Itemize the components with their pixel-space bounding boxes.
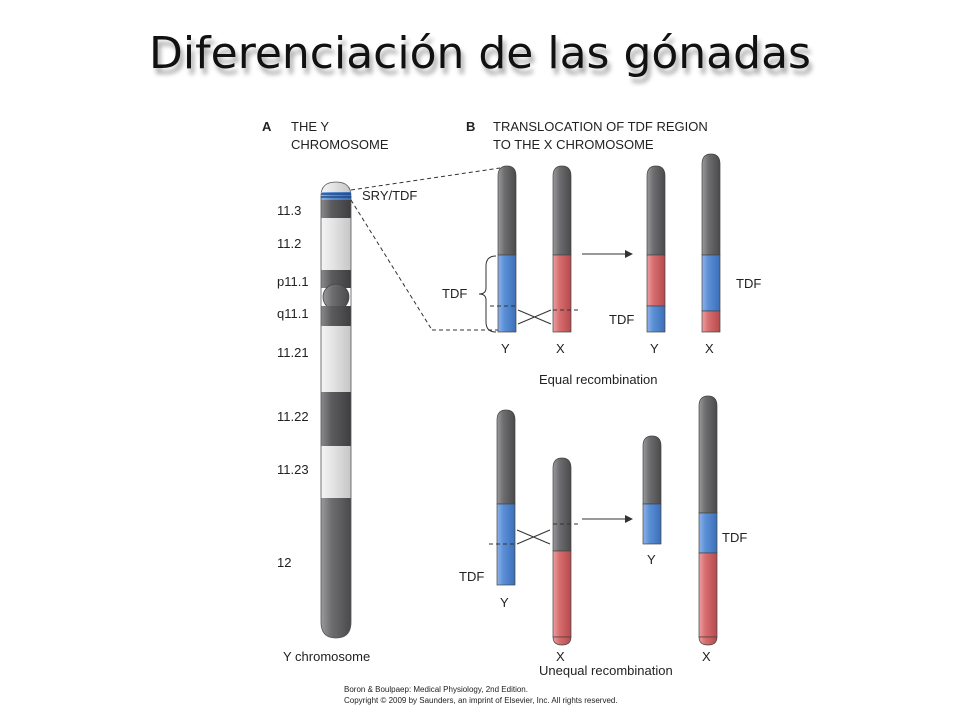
panel-b-title-line1: TRANSLOCATION OF TDF REGION [493,119,708,134]
x-chromosome-before-unequal [552,457,572,646]
tdf-label-equal-mid: TDF [609,312,634,327]
band-label-12: 12 [277,555,291,570]
zoom-line-top [350,167,501,191]
band-label-11-3: 11.3 [277,203,301,218]
panel-a: A THE Y CHROMOSOME SRY/TDF 11.3 11.2 p11.1… [262,119,501,664]
tdf-label-unequal-right: TDF [722,530,747,545]
equal-recombination: TDF TDF TDF Y X Y X Equal recombination [442,153,761,387]
unequal-recombination-caption: Unequal recombination [539,663,673,678]
tdf-label-unequal-left: TDF [459,569,484,584]
label-x-after-unequal: X [702,649,711,664]
y-chromosome-after-unequal [642,435,662,545]
band-label-p11-1: p11.1 [277,274,309,289]
band-label-11-21: 11.21 [277,345,309,360]
panel-b-title-line2: TO THE X CHROMOSOME [493,137,654,152]
label-x-before-unequal: X [556,649,565,664]
band-label-11-22: 11.22 [277,409,309,424]
equal-recombination-caption: Equal recombination [539,372,658,387]
tdf-label-equal-left: TDF [442,286,467,301]
band-labels: 11.3 11.2 p11.1 q11.1 11.21 11.22 11.23 12 [277,203,309,570]
label-y-after-equal: Y [650,341,659,356]
credit-line1: Boron & Boulpaep: Medical Physiology, 2n… [344,685,528,694]
unequal-recombination: TDF TDF Y [459,395,747,678]
zoom-line-bottom [350,199,433,331]
band-label-q11-1: q11.1 [277,306,309,321]
label-y-before-equal: Y [501,341,510,356]
label-x-before-equal: X [556,341,565,356]
crossover-mark-unequal [516,529,551,545]
credit-line2: Copyright © 2009 by Saunders, an imprint… [344,696,618,705]
band-label-11-23: 11.23 [277,462,309,477]
label-x-after-equal: X [705,341,714,356]
x-chromosome-before-equal [552,165,572,333]
y-chromosome-before-unequal [496,409,516,586]
label-y-before-unequal: Y [500,595,509,610]
crossover-mark-equal [517,309,552,325]
panel-a-title-line2: CHROMOSOME [291,137,389,152]
label-y-after-unequal: Y [647,552,656,567]
panel-a-letter: A [262,119,272,134]
y-chromosome-after-equal [646,165,666,333]
y-chromosome-before-equal [497,165,517,333]
sry-tdf-label: SRY/TDF [362,188,417,203]
panel-b-letter: B [466,119,475,134]
panel-a-title-line1: THE Y [291,119,329,134]
band-label-11-2: 11.2 [277,236,301,251]
tdf-brace [478,255,497,333]
x-chromosome-after-unequal [698,395,718,646]
y-chromosome-large [320,181,352,639]
x-chromosome-after-equal [701,153,721,333]
tdf-label-equal-right: TDF [736,276,761,291]
slide-title: Diferenciación de las gónadas [149,28,811,79]
panel-b: B TRANSLOCATION OF TDF REGION TO THE X C… [442,119,761,678]
y-chromosome-caption: Y chromosome [283,649,370,664]
